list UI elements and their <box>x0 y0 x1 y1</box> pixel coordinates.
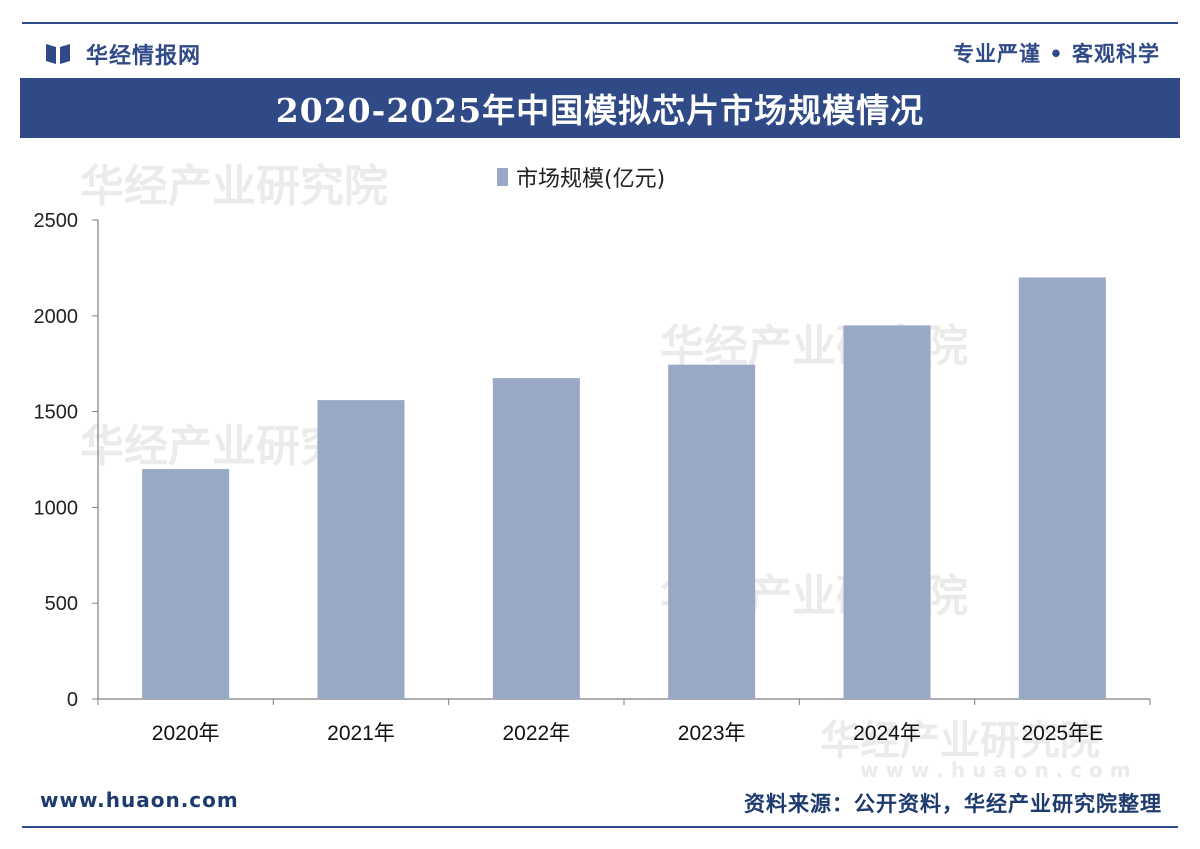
y-tick-label: 2000 <box>34 306 79 328</box>
x-tick-label: 2020年 <box>152 722 220 745</box>
brand: 华经情报网 <box>44 38 201 70</box>
source-note: 资料来源：公开资料，华经产业研究院整理 <box>744 792 1162 816</box>
watermark-url: w w w . h u a o n . c o m <box>860 758 1131 782</box>
x-tick-label: 2021年 <box>327 722 395 745</box>
x-tick-label: 2025年E <box>1021 722 1103 745</box>
top-rule <box>22 22 1178 24</box>
x-tick-label: 2022年 <box>502 722 570 745</box>
brand-name: 华经情报网 <box>86 44 202 69</box>
bottom-rule <box>22 826 1178 828</box>
bar <box>142 469 230 699</box>
slogan: 专业严谨 • 客观科学 <box>952 42 1160 66</box>
y-tick-label: 500 <box>45 593 78 615</box>
legend-swatch <box>497 168 508 186</box>
y-tick-label: 1000 <box>34 497 79 519</box>
bar <box>492 378 580 699</box>
x-tick-label: 2024年 <box>853 722 921 745</box>
x-tick-label: 2023年 <box>678 722 746 745</box>
bar <box>317 400 405 699</box>
y-tick-label: 0 <box>67 689 78 711</box>
watermark-text: 华经产业研究院 <box>80 161 388 212</box>
watermark-text: 华经产业研究院 <box>820 718 1100 764</box>
bar <box>1018 277 1106 699</box>
y-tick-label: 1500 <box>34 402 79 424</box>
title-bar: 2020-2025年中国模拟芯片市场规模情况 <box>20 78 1180 138</box>
bar <box>668 364 756 699</box>
legend-label: 市场规模(亿元) <box>516 167 665 192</box>
logo-icon <box>46 44 70 64</box>
website: www.huaon.com <box>40 788 239 812</box>
y-tick-label: 2500 <box>34 210 79 232</box>
chart-title: 2020-2025年中国模拟芯片市场规模情况 <box>275 91 925 130</box>
bar <box>843 325 931 699</box>
